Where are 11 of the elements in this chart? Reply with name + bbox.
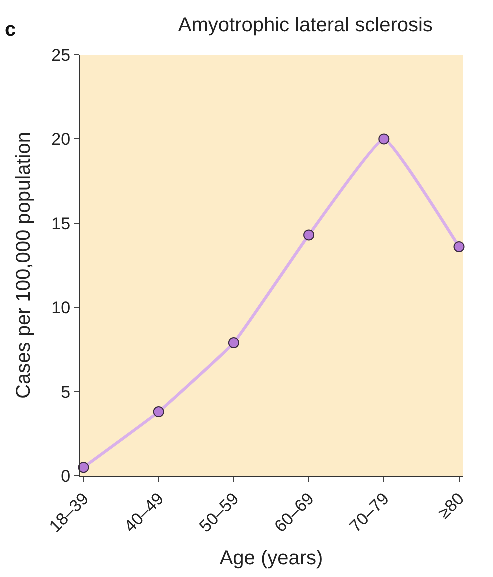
y-tick-label: 5 [61,382,71,402]
chart-title: Amyotrophic lateral sclerosis [178,14,433,36]
x-tick-label: ≥80 [434,489,468,523]
text: c [5,19,16,41]
y-tick-label: 20 [52,130,71,150]
y-tick-label: 25 [52,46,71,65]
y-tick-label: 0 [61,466,71,486]
y-axis-title: Cases per 100,000 population [13,132,36,399]
y-tick-label: 15 [52,214,71,234]
x-axis-title: Age (years) [220,548,324,570]
y-tick-label: 10 [52,298,71,318]
